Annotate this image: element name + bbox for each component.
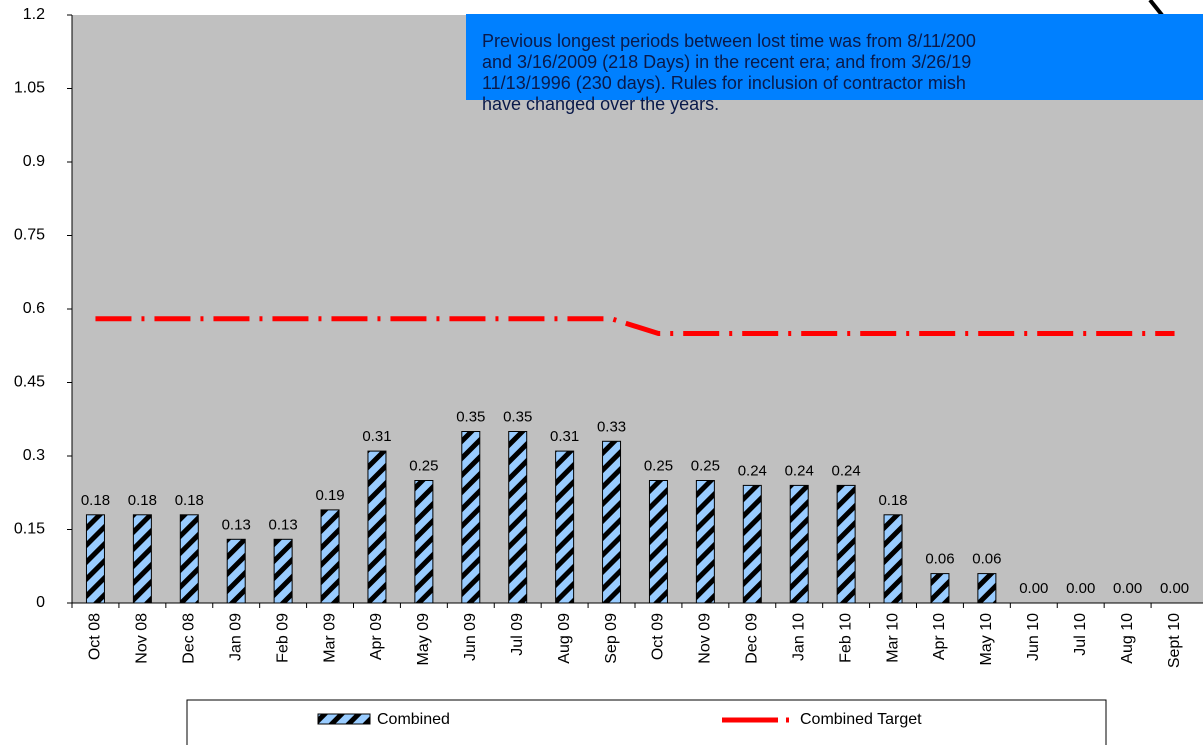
data-label: 0.24 [738,462,767,479]
y-tick-label: 0.45 [14,374,45,391]
x-tick-label: Nov 08 [134,613,151,664]
bar [226,538,246,604]
bar [648,480,668,604]
x-tick-label: May 09 [415,613,432,666]
bar [273,538,293,604]
annotation: Previous longest periods between lost ti… [482,31,976,114]
data-label: 0.24 [832,462,861,479]
x-tick-label: Feb 10 [837,613,854,663]
bar [977,573,997,604]
y-tick-label: 0.6 [23,300,45,317]
bar [883,514,903,604]
data-label: 0.00 [1160,580,1189,597]
bar [742,484,762,604]
annotation-arrow [1148,0,1164,17]
bar [461,431,481,604]
data-label: 0.24 [785,462,814,479]
annotation-text: have changed over the years. [482,94,719,114]
data-label: 0.06 [972,551,1001,568]
data-label: 0.00 [1066,580,1095,597]
data-label: 0.13 [222,516,251,533]
x-tick-label: Aug 10 [1119,613,1136,664]
x-tick-label: Jan 10 [790,613,807,661]
x-tick-label: Oct 09 [650,613,667,660]
y-tick-label: 0 [36,594,45,611]
x-tick-label: Dec 08 [181,613,198,664]
bar [179,514,199,604]
y-tick-label: 0.15 [14,521,45,538]
data-label: 0.00 [1113,580,1142,597]
x-tick-label: Aug 09 [556,613,573,664]
annotation-text: 11/13/1996 (230 days). Rules for inclusi… [482,73,966,93]
y-tick-label: 0.3 [23,447,45,464]
x-tick-label: Sep 09 [603,613,620,664]
data-label: 0.25 [644,457,673,474]
x-tick-label: Jul 09 [509,613,526,656]
data-label: 0.35 [456,408,485,425]
data-label: 0.35 [503,408,532,425]
x-tick-label: Dec 09 [744,613,761,664]
plot-area [72,15,1203,603]
bar [320,509,340,604]
x-tick-label: Nov 09 [697,613,714,664]
data-label: 0.18 [878,492,907,509]
legend-label: Combined Target [800,711,922,728]
data-label: 0.18 [128,492,157,509]
bar [508,431,528,604]
x-tick-label: Feb 09 [274,613,291,663]
annotation-box [466,14,1203,100]
data-label: 0.33 [597,418,626,435]
legend-label: Combined [377,711,450,728]
data-label: 0.31 [550,428,579,445]
x-tick-label: Jan 09 [227,613,244,661]
bar [414,480,434,604]
bar [930,573,950,604]
data-label: 0.13 [269,516,298,533]
data-label: 0.19 [315,487,344,504]
legend-swatch [317,713,371,725]
x-tick-label: Jun 09 [462,613,479,661]
x-tick-label: Jul 10 [1072,613,1089,656]
bar [836,484,856,604]
bar [789,484,809,604]
bar [132,514,152,604]
data-label: 0.06 [925,551,954,568]
data-label: 0.18 [81,492,110,509]
x-tick-label: Oct 08 [87,613,104,660]
x-tick-label: Apr 09 [368,613,385,660]
data-label: 0.25 [691,457,720,474]
target-line [95,316,1175,336]
bar [85,514,105,604]
annotation-text: Previous longest periods between lost ti… [482,31,976,51]
x-tick-label: Sept 10 [1166,613,1183,668]
y-tick-label: 1.2 [23,6,45,23]
x-tick-label: Mar 09 [321,613,338,663]
data-label: 0.31 [362,428,391,445]
x-tick-label: Mar 10 [884,613,901,663]
data-label: 0.00 [1019,580,1048,597]
data-label: 0.25 [409,457,438,474]
x-tick-label: May 10 [978,613,995,666]
y-tick-label: 0.9 [23,153,45,170]
y-tick-label: 0.75 [14,227,45,244]
bar [602,440,622,604]
x-tick-label: Jun 10 [1025,613,1042,661]
data-label: 0.18 [175,492,204,509]
bar [695,480,715,604]
x-tick-label: Apr 10 [931,613,948,660]
annotation-text: and 3/16/2009 (218 Days) in the recent e… [482,52,971,72]
y-tick-label: 1.05 [14,80,45,97]
bar [555,450,575,604]
bar [367,450,387,604]
